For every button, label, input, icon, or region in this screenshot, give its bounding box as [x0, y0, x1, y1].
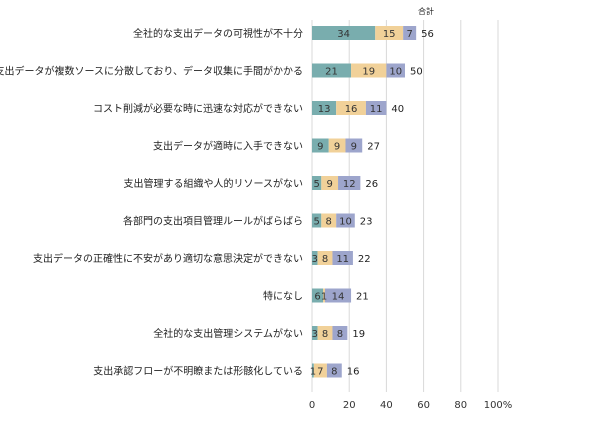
segment-value-label: 7 [406, 29, 412, 40]
segment-value-label: 9 [317, 142, 323, 153]
category-label: 全社的な支出管理システムがない [153, 327, 303, 340]
bar-segment [321, 176, 339, 190]
segment-value-label: 11 [370, 104, 383, 115]
segment-value-label: 8 [337, 329, 343, 340]
category-label: 支出管理する組織や人的リソースがない [124, 177, 304, 190]
segment-value-label: 12 [343, 179, 356, 190]
bar-segment [312, 63, 352, 78]
bar-segment [312, 138, 329, 153]
segment-value-label: 8 [322, 329, 328, 340]
bar-segment [336, 101, 366, 115]
segment-value-label: 3 [312, 329, 318, 340]
category-label: 支出データの正確性に不安があり適切な意思決定ができない [33, 252, 303, 265]
segment-value-label: 5 [313, 179, 319, 190]
total-value-label: 56 [421, 29, 434, 40]
segment-value-label: 34 [337, 29, 350, 40]
bar-segment [403, 26, 417, 40]
bar-segment [325, 288, 352, 303]
bar-segment [326, 363, 342, 378]
total-value-label: 19 [352, 329, 365, 340]
category-label: 支出データが適時に入手できない [153, 140, 303, 153]
bar-segment [312, 326, 318, 340]
bar-segment [317, 326, 333, 340]
category-label: 各部門の支出項目管理ルールがばらばら [123, 215, 303, 228]
bar-segment [375, 26, 404, 40]
segment-value-label: 14 [332, 292, 345, 303]
segment-value-label: 9 [351, 142, 357, 153]
segment-value-label: 16 [345, 104, 358, 115]
bar-segment [312, 363, 314, 378]
bar-segment [312, 251, 318, 265]
bar-segment [317, 251, 333, 265]
segment-value-label: 5 [313, 217, 319, 228]
segment-value-label: 9 [326, 179, 332, 190]
total-value-label: 27 [367, 142, 380, 153]
segment-value-label: 9 [334, 142, 340, 153]
x-tick-label: 60 [417, 400, 430, 411]
category-label: 支出データが複数ソースに分散しており、データ収集に手間がかかる [0, 65, 303, 78]
total-value-label: 16 [347, 367, 360, 378]
bar-segment [386, 63, 405, 78]
category-label: 支出承認フローが不明瞭または形骸化している [93, 365, 303, 378]
segment-value-label: 8 [322, 254, 328, 265]
total-value-label: 21 [356, 292, 369, 303]
segment-value-label: 1 [321, 292, 327, 303]
bar-segment [312, 213, 322, 228]
bar-segment [312, 176, 322, 190]
bar-segment [351, 63, 387, 78]
bar-segment [312, 288, 324, 303]
total-value-label: 23 [360, 217, 373, 228]
segment-value-label: 19 [362, 67, 375, 78]
x-tick-label: 40 [380, 400, 393, 411]
bar-segment [365, 101, 387, 115]
segment-value-label: 3 [312, 254, 318, 265]
segment-value-label: 15 [383, 29, 396, 40]
bar-segment [332, 326, 348, 340]
segment-value-label: 21 [325, 67, 338, 78]
segment-value-label: 1 [310, 367, 316, 378]
segment-value-label: 8 [331, 367, 337, 378]
segment-value-label: 10 [339, 217, 352, 228]
segment-value-label: 8 [326, 217, 332, 228]
segment-value-label: 10 [389, 67, 402, 78]
bar-segment [338, 176, 361, 190]
category-label: 全社的な支出データの可視性が不十分 [133, 27, 303, 40]
bar-segment [336, 213, 355, 228]
labels: 0 20 40 60 80 100%全社的な支出データの可視性が不十分 34 15 7 56支出デ… [0, 27, 512, 411]
segment-value-label: 6 [314, 292, 320, 303]
total-value-label: 50 [410, 67, 423, 78]
bar-segment [313, 363, 327, 378]
bar-segment [323, 288, 326, 303]
category-label: 特になし [263, 291, 303, 303]
total-header: 合計 [418, 6, 434, 16]
segment-value-label: 7 [317, 367, 323, 378]
x-tick-label: 20 [343, 400, 356, 411]
bar-segment [312, 26, 376, 40]
bar-segment [345, 138, 363, 153]
total-value-label: 40 [391, 104, 404, 115]
bars [312, 26, 417, 378]
total-value-label: 26 [365, 179, 378, 190]
bar-segment [328, 138, 346, 153]
x-tick-label: 100% [484, 400, 513, 411]
segment-value-label: 11 [336, 254, 349, 265]
bar-segment [312, 101, 337, 115]
bar-segment [321, 213, 337, 228]
x-tick-label: 80 [454, 400, 467, 411]
segment-value-label: 13 [318, 104, 331, 115]
category-label: コスト削減が必要な時に迅速な対応ができない [93, 102, 303, 115]
x-tick-label: 0 [309, 400, 315, 411]
total-value-label: 22 [358, 254, 371, 265]
bar-segment [332, 251, 353, 265]
